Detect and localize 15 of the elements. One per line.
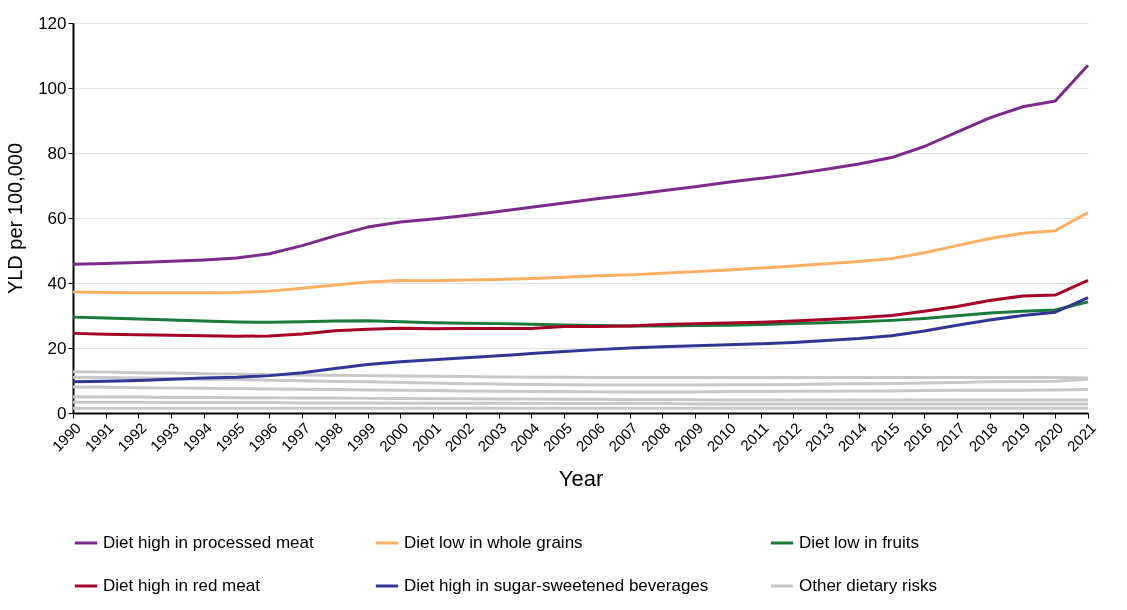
legend-label: Other dietary risks	[799, 576, 937, 595]
legend-label: Diet low in fruits	[799, 533, 919, 552]
y-tick-label: 40	[47, 273, 67, 293]
legend-label: Diet low in whole grains	[404, 533, 583, 552]
y-tick-label: 60	[47, 208, 67, 228]
y-tick-label: 120	[38, 13, 67, 33]
y-axis-title: YLD per 100,000	[4, 142, 27, 295]
y-tick-label: 80	[47, 143, 67, 163]
legend-label: Diet high in red meat	[103, 576, 261, 595]
y-tick-label: 100	[38, 78, 67, 98]
x-axis-title: Year	[558, 465, 604, 491]
y-tick-label: 20	[47, 338, 67, 358]
y-tick-label: 0	[57, 403, 67, 423]
legend-label: Diet high in sugar-sweetened beverages	[404, 576, 709, 595]
legend-label: Diet high in processed meat	[103, 533, 314, 552]
